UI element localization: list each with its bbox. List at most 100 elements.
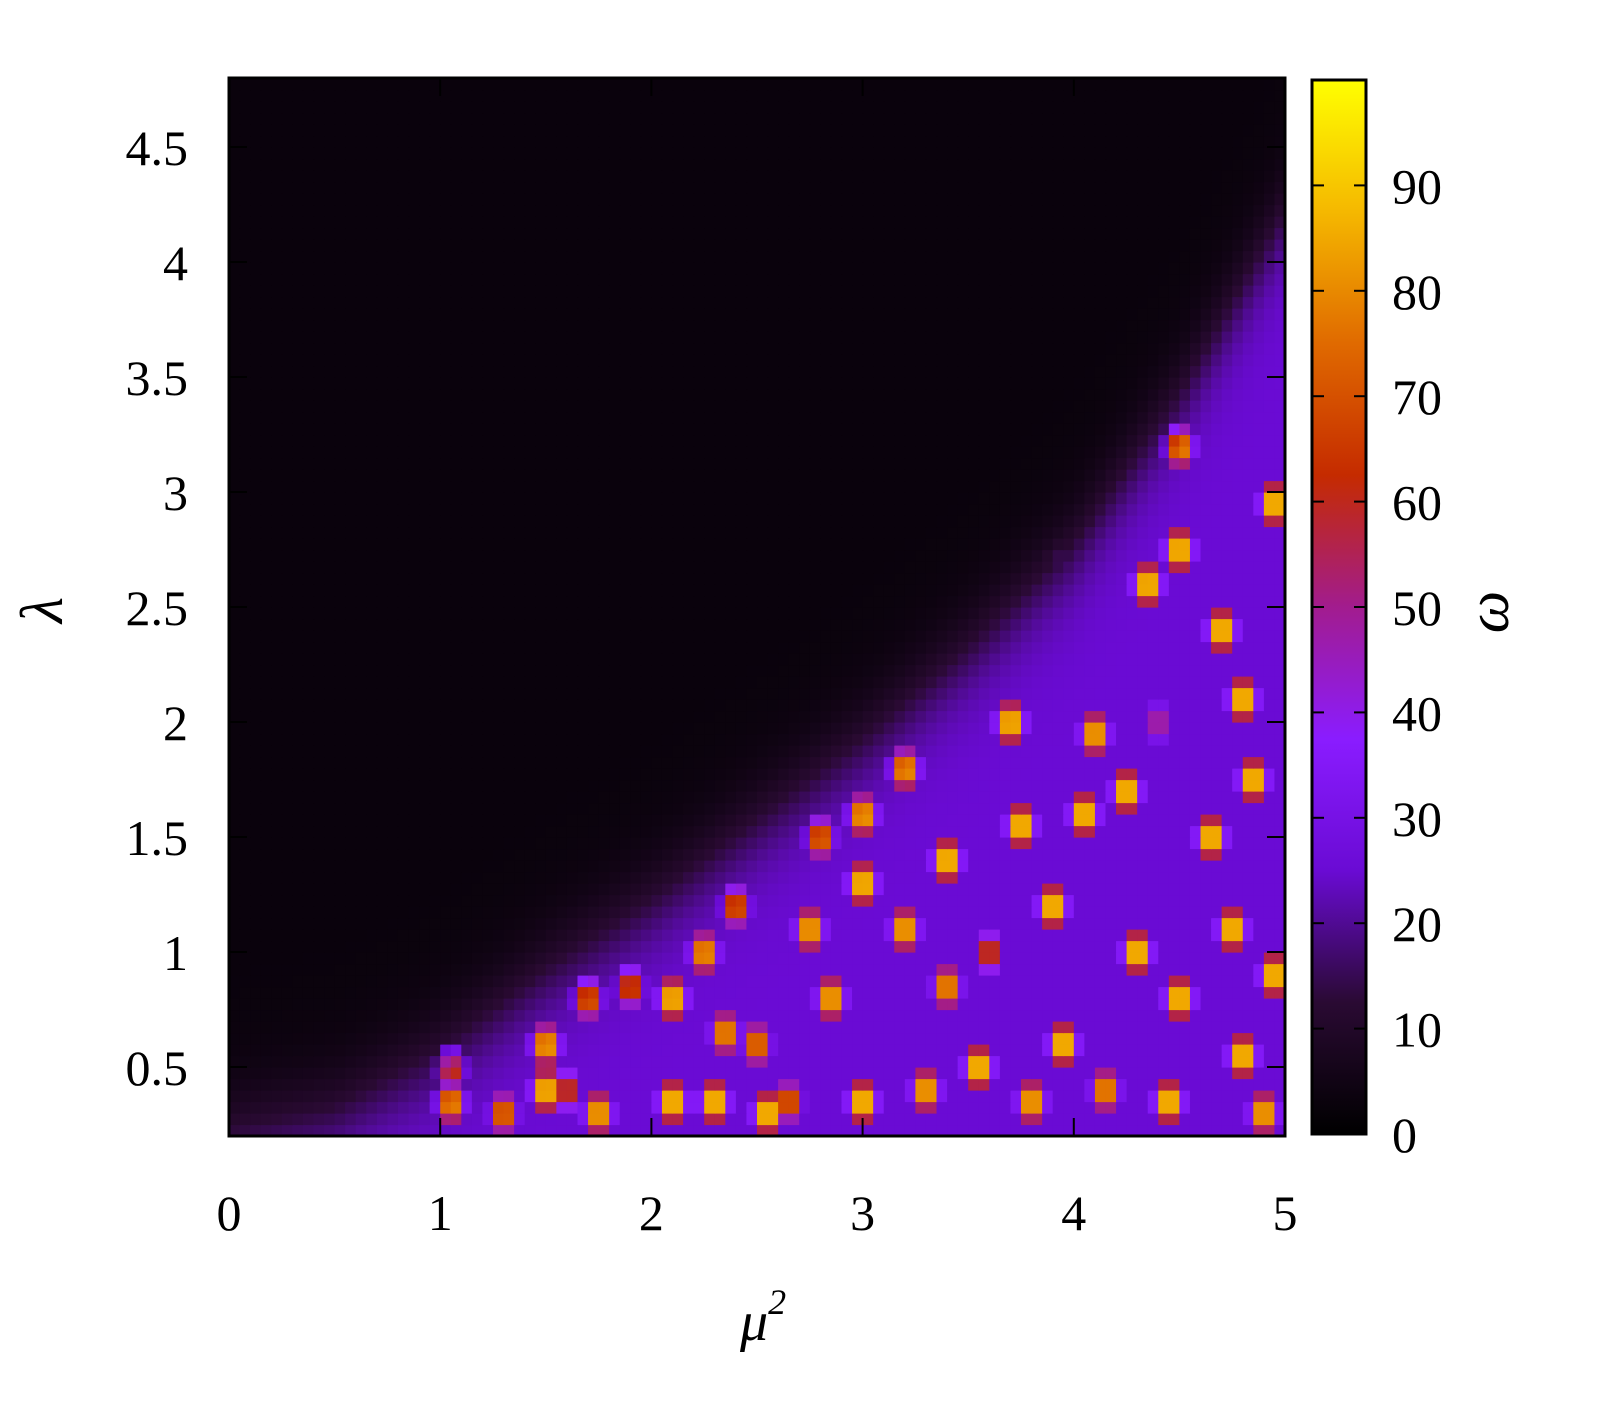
heatmap-cell: [1263, 825, 1276, 838]
heatmap-cell: [366, 756, 378, 769]
heatmap-cell: [947, 664, 959, 677]
heatmap-cell: [661, 1055, 674, 1068]
heatmap-cell: [1126, 630, 1138, 643]
heatmap-cell: [873, 906, 885, 919]
heatmap-cell: [672, 802, 684, 815]
heatmap-cell: [440, 561, 452, 574]
heatmap-cell: [482, 1078, 494, 1091]
heatmap-cell: [704, 1101, 716, 1114]
heatmap-cell: [661, 1078, 674, 1091]
heatmap-cell: [324, 1067, 336, 1080]
heatmap-cell: [661, 1009, 674, 1022]
heatmap-cell: [1221, 975, 1233, 988]
heatmap-cell: [1042, 1067, 1054, 1080]
heatmap-cell: [852, 837, 864, 850]
heatmap-cell: [619, 860, 631, 873]
heatmap-cell: [429, 975, 441, 988]
heatmap-cell: [852, 940, 864, 953]
heatmap-cell: [873, 1021, 885, 1034]
heatmap-cell: [1263, 952, 1276, 965]
heatmap-cell: [566, 699, 579, 712]
heatmap-cell: [461, 883, 473, 896]
heatmap-cell: [1168, 699, 1180, 712]
heatmap-cell: [767, 906, 779, 919]
heatmap-cell: [661, 883, 674, 896]
heatmap-cell: [397, 1055, 410, 1068]
heatmap-cell: [640, 825, 652, 838]
heatmap-cell: [852, 664, 864, 677]
heatmap-cell: [841, 618, 853, 631]
heatmap-cell: [830, 1113, 843, 1126]
heatmap-cell: [598, 1124, 610, 1136]
heatmap-cell: [1084, 814, 1096, 827]
heatmap-cell: [408, 641, 420, 654]
heatmap-cell: [989, 699, 1001, 712]
heatmap-cell: [588, 1044, 600, 1057]
heatmap-cell: [630, 1009, 642, 1022]
heatmap-cell: [1073, 630, 1085, 643]
heatmap-cell: [767, 561, 779, 574]
heatmap-cell: [1253, 687, 1265, 700]
heatmap-cell: [925, 595, 938, 608]
heatmap-cell: [281, 779, 293, 792]
heatmap-cell: [714, 894, 726, 907]
heatmap-cell: [450, 699, 462, 712]
heatmap-cell: [1105, 733, 1117, 746]
heatmap-cell: [693, 1044, 705, 1057]
heatmap-cell: [873, 664, 885, 677]
heatmap-cell: [1031, 1032, 1043, 1045]
heatmap-cell: [450, 687, 462, 700]
heatmap-cell: [1010, 825, 1022, 838]
heatmap-cell: [461, 584, 473, 597]
heatmap-cell: [514, 1044, 526, 1057]
heatmap-cell: [619, 1021, 631, 1034]
heatmap-cell: [1211, 1067, 1223, 1080]
heatmap-cell: [693, 595, 705, 608]
heatmap-cell: [1263, 779, 1276, 792]
heatmap-cell: [1084, 607, 1096, 620]
heatmap-cell: [281, 722, 293, 735]
heatmap-cell: [1221, 710, 1233, 723]
heatmap-cell: [683, 848, 695, 861]
heatmap-cell: [915, 699, 927, 712]
heatmap-cell: [598, 906, 610, 919]
heatmap-cell: [830, 572, 843, 585]
heatmap-cell: [461, 641, 473, 654]
heatmap-cell: [852, 561, 864, 574]
heatmap-cell: [493, 595, 505, 608]
heatmap-cell: [1242, 618, 1254, 631]
heatmap-cell: [1021, 584, 1033, 597]
heatmap-cell: [788, 975, 800, 988]
heatmap-cell: [345, 618, 357, 631]
heatmap-cell: [345, 998, 357, 1011]
heatmap-cell: [482, 572, 494, 585]
heatmap-cell: [820, 894, 832, 907]
heatmap-cell: [1042, 952, 1054, 965]
heatmap-cell: [841, 860, 853, 873]
heatmap-cell: [1084, 952, 1096, 965]
heatmap-cell: [757, 641, 769, 654]
heatmap-cell: [1211, 1101, 1223, 1114]
heatmap-cell: [324, 837, 336, 850]
heatmap-cell: [925, 630, 938, 643]
heatmap-cell: [809, 940, 821, 953]
heatmap-cell: [302, 699, 315, 712]
heatmap-cell: [1168, 756, 1180, 769]
heatmap-cell: [936, 1090, 948, 1103]
heatmap-cell: [1021, 1067, 1033, 1080]
heatmap-cell: [1010, 814, 1022, 827]
heatmap-cell: [1116, 998, 1128, 1011]
heatmap-cell: [302, 561, 315, 574]
heatmap-cell: [915, 710, 927, 723]
heatmap-cell: [239, 894, 251, 907]
heatmap-cell: [947, 1009, 959, 1022]
heatmap-cell: [302, 1009, 315, 1022]
heatmap-cell: [598, 791, 610, 804]
heatmap-cell: [313, 618, 325, 631]
heatmap-cell: [271, 802, 283, 815]
heatmap-cell: [429, 1055, 441, 1068]
heatmap-cell: [852, 871, 864, 884]
heatmap-cell: [1137, 894, 1149, 907]
heatmap-cell: [725, 607, 737, 620]
heatmap-cell: [408, 963, 420, 976]
